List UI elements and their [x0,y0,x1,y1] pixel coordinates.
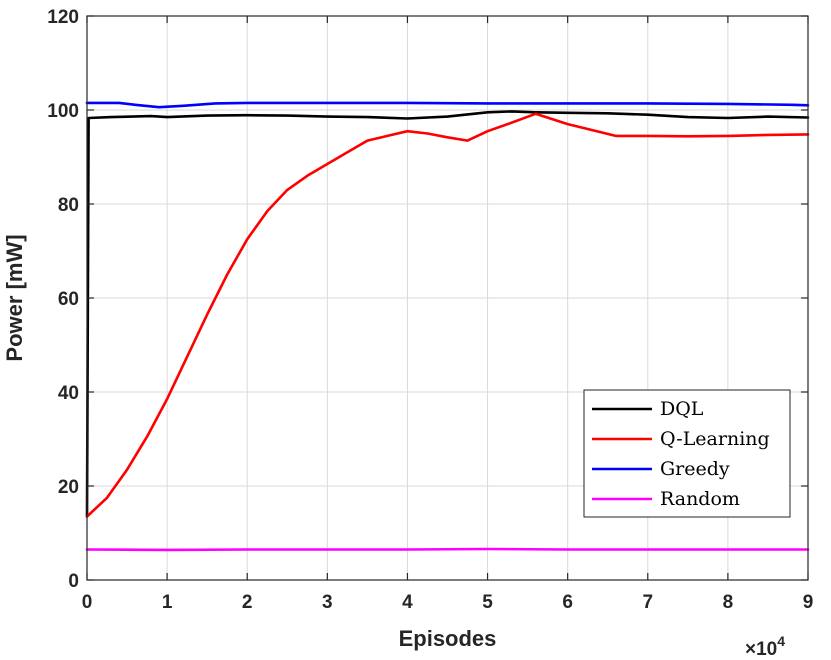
y-tick-label: 0 [68,571,79,592]
x-multiplier-exponent: 4 [777,633,785,649]
x-tick-label: 4 [402,592,413,613]
legend-label: Greedy [660,458,730,480]
legend-label: Q-Learning [660,428,770,450]
x-tick-label: 1 [162,592,173,613]
x-tick-label: 2 [242,592,253,613]
y-tick-label: 80 [58,195,79,216]
x-tick-label: 9 [803,592,814,613]
legend-label: DQL [660,398,704,420]
x-tick-label: 3 [322,592,333,613]
series-lines [85,101,810,552]
x-axis-label: Episodes [399,626,497,651]
x-axis-multiplier: ×104 [745,633,785,660]
legend: DQL Q-Learning Greedy Random [583,389,791,518]
series-line-greedy [85,101,810,109]
series-line-random [85,547,810,552]
y-tick-label: 40 [58,383,79,404]
y-tick-label: 120 [47,7,79,28]
x-multiplier-base: ×10 [745,639,777,660]
ticks [86,15,809,581]
y-axis-label: Power [mW] [2,234,27,361]
y-tick-label: 60 [58,289,79,310]
legend-box [583,389,791,518]
x-tick-label: 0 [82,592,93,613]
x-tick-label: 6 [562,592,573,613]
series-line-dql [85,110,810,518]
legend-items: DQL Q-Learning Greedy Random [592,398,770,510]
series-line-q-learning [85,112,810,518]
y-tick-label: 20 [58,477,79,498]
x-tick-label: 8 [723,592,734,613]
y-tick-labels: 0 20 40 60 80 100 120 [47,7,79,592]
x-tick-label: 5 [482,592,493,613]
x-tick-label: 7 [642,592,653,613]
y-tick-label: 100 [47,101,79,122]
x-tick-labels: 0 1 2 3 4 5 6 7 8 9 [82,592,814,613]
legend-label: Random [660,488,740,510]
